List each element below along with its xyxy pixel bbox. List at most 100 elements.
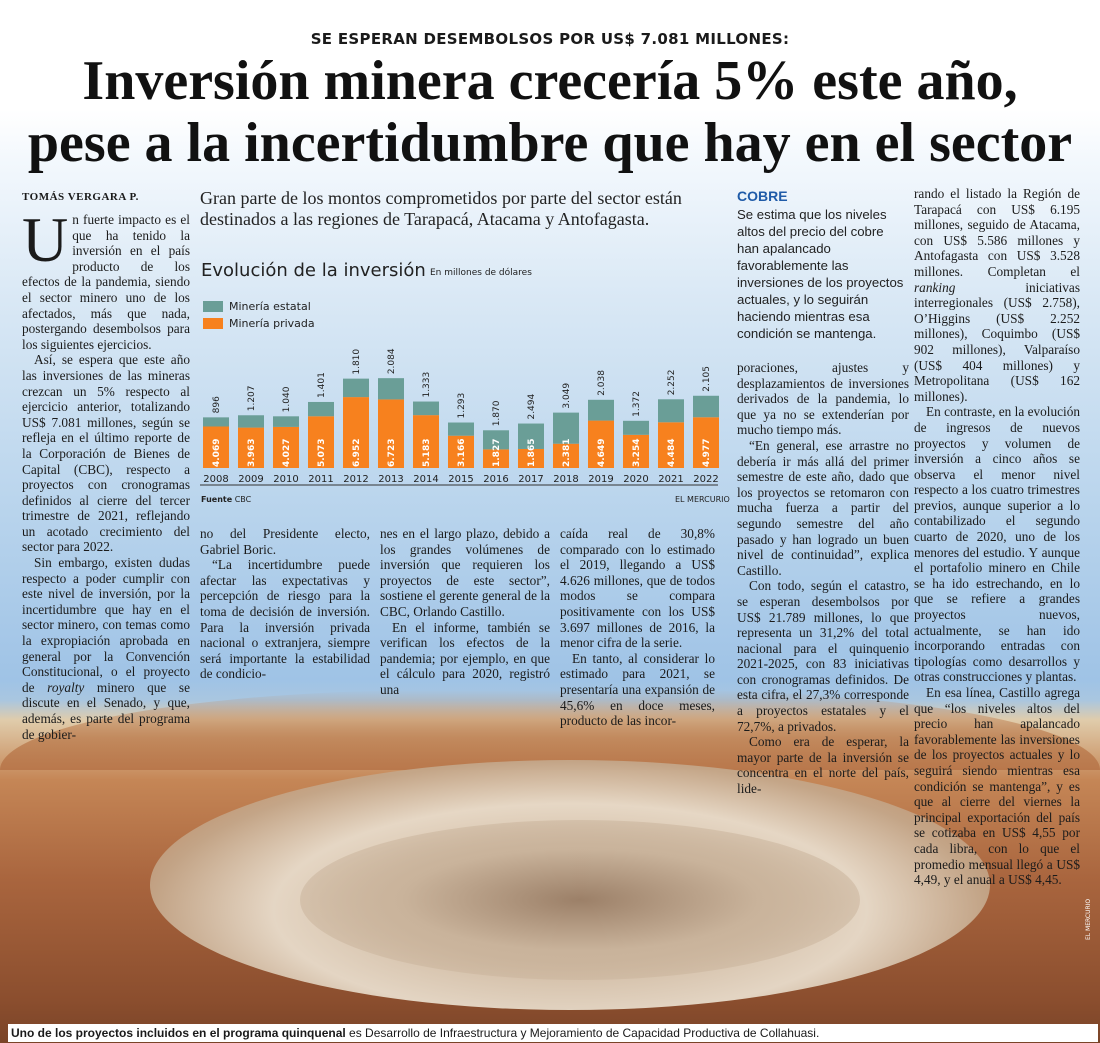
label-estatal: 1.372 — [632, 391, 642, 417]
label-privada: 1.827 — [492, 439, 502, 467]
paragraph: poraciones, ajustes y desplazamientos de… — [737, 360, 909, 438]
paragraph: nes en el largo plazo, debido a los gran… — [380, 526, 550, 619]
bar-estatal — [273, 416, 299, 427]
x-tick-label: 2014 — [413, 474, 438, 485]
mine-pit-center — [300, 820, 860, 980]
label-privada: 3.963 — [247, 439, 257, 467]
article-column-3: nes en el largo plazo, debido a los gran… — [380, 526, 550, 698]
bar-privada — [448, 435, 474, 468]
label-estatal: 1.040 — [282, 386, 292, 412]
investment-bar-chart: 4.069 896 2008 3.963 1.207 2009 4.027 1.040 2010… — [200, 348, 719, 486]
source-value: CBC — [234, 495, 252, 504]
label-privada: 1.865 — [527, 439, 537, 467]
legend-estatal: Minería estatal — [203, 300, 311, 313]
x-tick-label: 2009 — [238, 474, 263, 485]
paragraph-text: rando el listado la Región de Tarapacá c… — [914, 186, 1080, 279]
cobre-sidebar: COBRE Se estima que los niveles altos de… — [737, 188, 909, 342]
bar-privada — [553, 443, 579, 468]
label-estatal: 1.293 — [457, 393, 467, 419]
label-estatal: 896 — [212, 396, 222, 413]
bar-privada — [483, 449, 509, 468]
label-estatal: 3.049 — [562, 383, 572, 409]
bar-privada — [693, 417, 719, 468]
paragraph-text: n fuerte impacto es el que ha tenido la … — [22, 212, 190, 352]
caption-text: es Desarrollo de Infraestructura y Mejor… — [345, 1026, 820, 1040]
bar-estatal — [308, 401, 334, 417]
bar-estatal — [448, 422, 474, 436]
x-tick-label: 2015 — [448, 474, 473, 485]
x-tick-label: 2017 — [518, 474, 543, 485]
bar-estatal — [343, 378, 369, 398]
paragraph-text: iniciativas interregionales (US$ 2.758),… — [914, 279, 1080, 404]
x-tick-label: 2012 — [343, 474, 368, 485]
x-tick-label: 2019 — [588, 474, 613, 485]
x-tick-label: 2016 — [483, 474, 508, 485]
label-estatal: 1.333 — [422, 372, 432, 398]
article-column-6: rando el listado la Región de Tarapacá c… — [914, 186, 1080, 888]
paragraph-text: Sin embargo, existen dudas respecto a po… — [22, 555, 190, 695]
headline: Inversión minera crecería 5% este año, p… — [0, 50, 1100, 174]
paragraph: Como era de esperar, la mayor parte de l… — [737, 734, 909, 797]
paragraph: Sin embargo, existen dudas respecto a po… — [22, 555, 190, 742]
legend-privada: Minería privada — [203, 317, 315, 330]
deck: Gran parte de los montos comprometidos p… — [200, 188, 682, 229]
bar-privada — [658, 422, 684, 468]
bar-estatal — [623, 420, 649, 435]
label-privada: 6.723 — [387, 439, 397, 467]
x-tick-label: 2018 — [553, 474, 578, 485]
label-privada: 4.069 — [212, 439, 222, 467]
label-privada: 2.381 — [562, 439, 572, 467]
bar-estatal — [413, 401, 439, 416]
italic-text: royalty — [47, 679, 85, 695]
label-estatal: 2.038 — [597, 370, 607, 396]
label-privada: 5.183 — [422, 439, 432, 467]
label-privada: 3.254 — [632, 439, 642, 467]
label-estatal: 1.870 — [492, 400, 502, 426]
bar-privada — [343, 397, 369, 468]
paragraph: no del Presidente electo, Gabriel Boric. — [200, 526, 370, 557]
sidebar-heading: COBRE — [737, 188, 788, 204]
article-column-5: poraciones, ajustes y desplazamientos de… — [737, 360, 909, 797]
label-estatal: 2.494 — [527, 393, 537, 419]
label-estatal: 1.810 — [352, 349, 362, 375]
photo-caption: Uno de los proyectos incluidos en el pro… — [8, 1024, 1098, 1042]
bars-group: 4.069 896 2008 3.963 1.207 2009 4.027 1.040 2010… — [203, 348, 719, 485]
legend-label: Minería estatal — [229, 300, 311, 313]
paragraph: Con todo, según el catastro, se esperan … — [737, 578, 909, 734]
x-tick-label: 2013 — [378, 474, 403, 485]
paragraph: caída real de 30,8% comparado con lo est… — [560, 526, 715, 651]
label-privada: 3.166 — [457, 439, 467, 467]
x-tick-label: 2021 — [658, 474, 683, 485]
bar-estatal — [518, 423, 544, 449]
label-estatal: 2.084 — [387, 348, 397, 374]
x-tick-label: 2011 — [308, 474, 333, 485]
legend-swatch — [203, 318, 223, 329]
chart-source: Fuente CBC — [201, 495, 251, 504]
bar-estatal — [203, 417, 229, 427]
label-estatal: 2.252 — [667, 370, 677, 396]
label-privada: 4.977 — [702, 439, 712, 467]
bar-privada — [623, 434, 649, 468]
byline: TOMÁS VERGARA P. — [22, 191, 139, 203]
label-estatal: 2.105 — [702, 366, 712, 392]
caption-bold: Uno de los proyectos incluidos en el pro… — [11, 1026, 346, 1040]
label-privada: 5.073 — [317, 439, 327, 467]
bar-estatal — [378, 378, 404, 400]
bar-privada — [413, 415, 439, 468]
bar-privada — [203, 426, 229, 468]
chart-publisher: EL MERCURIO — [675, 495, 730, 504]
x-tick-label: 2010 — [273, 474, 298, 485]
legend-swatch — [203, 301, 223, 312]
x-tick-label: 2008 — [203, 474, 228, 485]
label-estatal: 1.207 — [247, 386, 257, 412]
paragraph: En esa línea, Castillo agrega que “los n… — [914, 685, 1080, 888]
x-tick-label: 2022 — [693, 474, 718, 485]
paragraph: Así, se espera que este año las inversio… — [22, 352, 190, 555]
bar-privada — [273, 426, 299, 468]
label-estatal: 1.401 — [317, 372, 327, 398]
bar-estatal — [238, 415, 264, 428]
sidebar-text: Se estima que los niveles altos del prec… — [737, 207, 904, 341]
bar-estatal — [658, 399, 684, 423]
